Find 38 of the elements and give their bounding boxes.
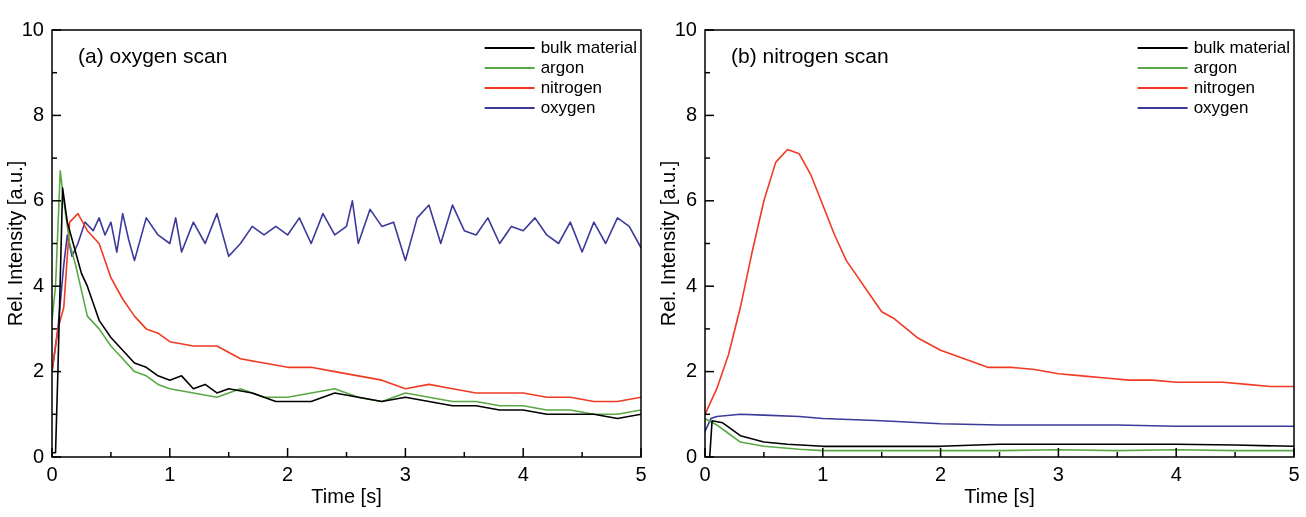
x-axis-title: Time [s] (964, 484, 1035, 507)
y-axis-title: Rel. Intensity [a.u.] (656, 160, 679, 327)
x-tick-label: 0 (46, 462, 58, 485)
x-tick-label: 2 (282, 462, 294, 485)
y-tick-label: 4 (685, 273, 697, 296)
x-tick-label: 3 (1052, 462, 1064, 485)
x-tick-label: 1 (817, 462, 829, 485)
legend-label: argon (1193, 57, 1238, 77)
y-tick-label: 6 (32, 188, 44, 211)
x-tick-label: 3 (399, 462, 411, 485)
x-axis-title: Time [s] (311, 484, 382, 507)
y-tick-label: 2 (685, 359, 697, 382)
y-tick-label: 4 (32, 273, 44, 296)
y-tick-label: 10 (21, 17, 44, 40)
y-tick-label: 0 (32, 444, 44, 467)
x-tick-label: 5 (635, 462, 647, 485)
y-tick-label: 8 (685, 102, 697, 125)
y-tick-label: 6 (685, 188, 697, 211)
legend-label: bulk material (540, 37, 637, 57)
legend-label: nitrogen (1193, 77, 1256, 97)
legend-label: oxygen (1193, 97, 1249, 117)
text: (a) oxygen scan (78, 43, 228, 67)
legend-label: oxygen (540, 97, 596, 117)
x-tick-label: 0 (699, 462, 711, 485)
x-tick-label: 2 (935, 462, 947, 485)
legend-label: argon (540, 57, 585, 77)
y-tick-label: 8 (32, 102, 44, 125)
y-tick-label: 2 (32, 359, 44, 382)
y-tick-label: 0 (685, 444, 697, 467)
x-tick-label: 5 (1288, 462, 1300, 485)
y-axis-title: Rel. Intensity [a.u.] (3, 160, 26, 327)
legend-label: bulk material (1193, 37, 1290, 57)
y-tick-label: 10 (674, 17, 697, 40)
x-tick-label: 4 (517, 462, 529, 485)
x-tick-label: 4 (1170, 462, 1182, 485)
text: (b) nitrogen scan (731, 43, 889, 67)
x-tick-label: 1 (164, 462, 176, 485)
legend-label: nitrogen (540, 77, 603, 97)
